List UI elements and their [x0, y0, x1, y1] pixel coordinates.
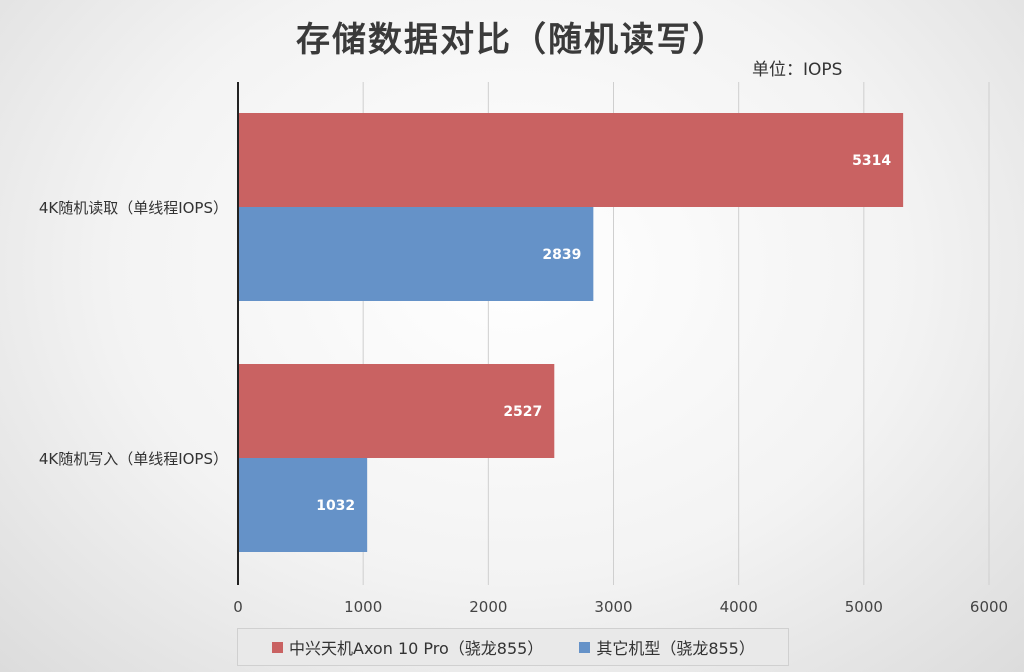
- legend-swatch-other: [579, 641, 591, 653]
- legend-swatch-axon: [272, 641, 283, 653]
- legend-label-other: 其它机型（骁龙855）: [596, 639, 755, 658]
- bar-1-1: [239, 458, 368, 552]
- bar-1-0: [239, 364, 555, 458]
- data-label-0-0: 5314: [852, 153, 891, 169]
- x-tick-label-5000: 5000: [845, 598, 883, 616]
- x-tick-label-4000: 4000: [720, 598, 758, 616]
- legend: 中兴天机Axon 10 Pro（骁龙855） 其它机型（骁龙855）: [237, 628, 789, 666]
- x-tick-label-1000: 1000: [344, 598, 382, 616]
- bar-0-1: [239, 207, 594, 301]
- x-tick-label-3000: 3000: [594, 598, 632, 616]
- category-label-0: 4K随机读取（单线程IOPS）: [39, 199, 228, 217]
- legend-item-other[interactable]: 其它机型（骁龙855）: [579, 635, 755, 659]
- data-label-0-1: 2839: [542, 247, 581, 263]
- x-tick-label-2000: 2000: [469, 598, 507, 616]
- x-tick-label-6000: 6000: [970, 598, 1008, 616]
- data-label-1-0: 2527: [503, 404, 542, 420]
- chart-title: 存储数据对比（随机读写）: [296, 20, 728, 60]
- legend-label-axon: 中兴天机Axon 10 Pro（骁龙855）: [289, 639, 544, 658]
- legend-item-axon[interactable]: 中兴天机Axon 10 Pro（骁龙855）: [272, 635, 543, 659]
- x-tick-label-0: 0: [233, 598, 243, 616]
- unit-label: 单位：IOPS: [752, 60, 843, 80]
- bar-0-0: [239, 113, 904, 207]
- category-label-1: 4K随机写入（单线程IOPS）: [39, 450, 228, 468]
- data-label-1-1: 1032: [316, 498, 355, 514]
